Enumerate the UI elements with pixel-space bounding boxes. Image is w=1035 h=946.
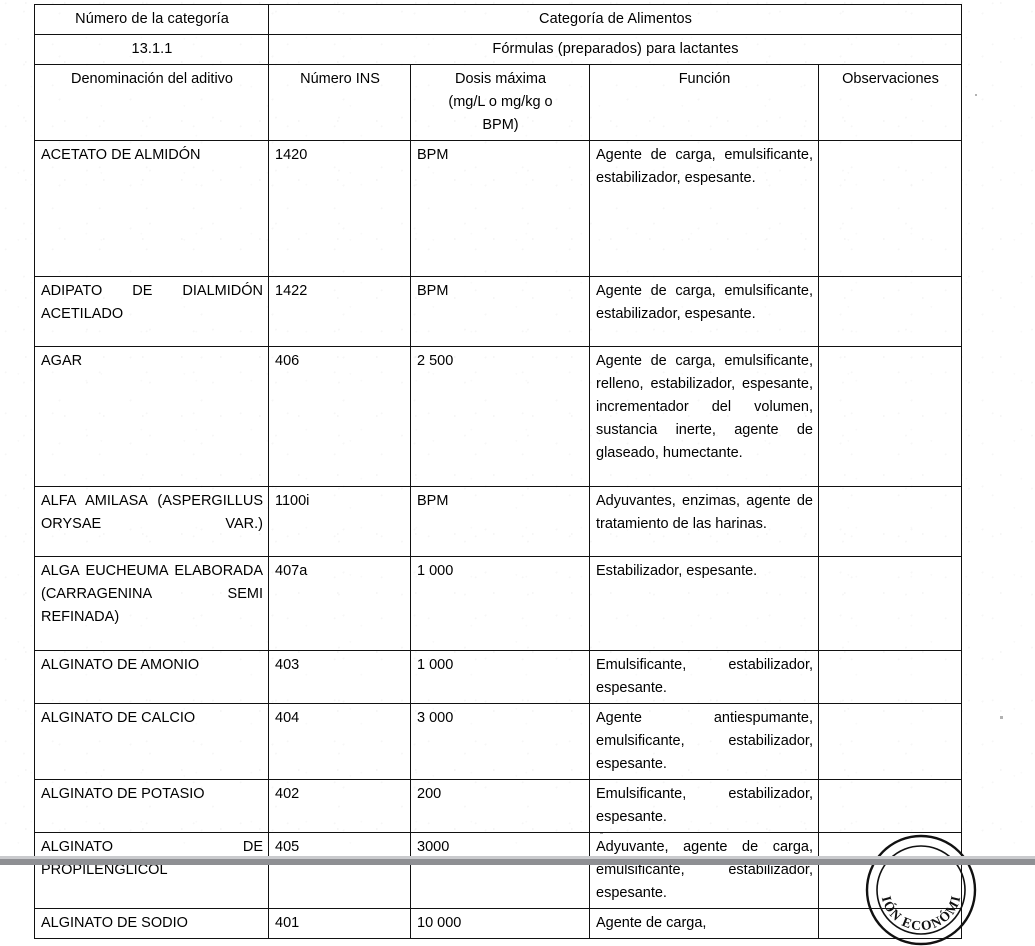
food-category-label: Categoría de Alimentos <box>268 4 962 35</box>
cell-dosis: BPM <box>410 486 590 557</box>
cell-funcion: Agente de carga, <box>589 908 819 939</box>
table-row: ALGINATO DE SODIO 401 10 000 Agente de c… <box>34 908 962 939</box>
dosis-header-line-2: (mg/L o mg/kg o <box>448 94 553 110</box>
scan-speck <box>1000 716 1003 719</box>
cell-ins: 407a <box>268 556 411 651</box>
category-number-value: 13.1.1 <box>34 34 269 65</box>
cell-observaciones <box>818 703 962 780</box>
dosis-header-line-1: Dosis máxima <box>454 71 547 87</box>
dosis-header-line-3: BPM) <box>482 117 519 133</box>
cell-funcion: Adyuvante, agente de carga, emulsificant… <box>589 832 819 909</box>
cell-denominacion: ALGA EUCHEUMA ELABORADA (CARRAGENINA SEM… <box>34 556 269 651</box>
category-number-label: Número de la categoría <box>34 4 269 35</box>
cell-observaciones <box>818 140 962 277</box>
scan-bottom-soft-edge <box>0 856 1035 859</box>
column-header-row: Denominación del aditivo Número INS Dosi… <box>34 64 962 141</box>
table-row: ALGINATO DE POTASIO 402 200 Emulsificant… <box>34 779 962 833</box>
cell-funcion: Agente de carga, emulsificante, estabili… <box>589 276 819 347</box>
cell-ins: 1100i <box>268 486 411 557</box>
cell-ins: 1422 <box>268 276 411 347</box>
cell-ins: 1420 <box>268 140 411 277</box>
cell-denominacion: ALGINATO DE SODIO <box>34 908 269 939</box>
cell-denominacion: ACETATO DE ALMIDÓN <box>34 140 269 277</box>
cell-dosis: BPM <box>410 276 590 347</box>
table-row: ALGINATO DE AMONIO 403 1 000 Emulsifican… <box>34 650 962 704</box>
table-row: ALGA EUCHEUMA ELABORADA (CARRAGENINA SEM… <box>34 556 962 651</box>
cell-observaciones <box>818 650 962 704</box>
cell-funcion: Estabilizador, espesante. <box>589 556 819 651</box>
cell-funcion: Adyuvantes, enzimas, agente de tratamien… <box>589 486 819 557</box>
cell-observaciones <box>818 779 962 833</box>
cell-funcion: Emulsificante, estabilizador, espesante. <box>589 779 819 833</box>
table-row: AGAR 406 2 500 Agente de carga, emulsifi… <box>34 346 962 487</box>
cell-ins: 402 <box>268 779 411 833</box>
scan-bottom-edge <box>0 859 1035 865</box>
cell-ins: 401 <box>268 908 411 939</box>
cell-dosis: 10 000 <box>410 908 590 939</box>
cell-dosis: 1 000 <box>410 650 590 704</box>
cell-ins: 403 <box>268 650 411 704</box>
cell-funcion: Agente de carga, emulsificante, relleno,… <box>589 346 819 487</box>
banner-row-values: 13.1.1 Fórmulas (preparados) para lactan… <box>34 34 962 65</box>
cell-denominacion: ALGINATO DE CALCIO <box>34 703 269 780</box>
cell-denominacion: ADIPATO DE DIALMIDÓN ACETILADO <box>34 276 269 347</box>
table-row: ADIPATO DE DIALMIDÓN ACETILADO 1422 BPM … <box>34 276 962 347</box>
cell-ins: 406 <box>268 346 411 487</box>
column-header-ins: Número INS <box>268 64 411 141</box>
cell-denominacion: ALGINATO DE AMONIO <box>34 650 269 704</box>
cell-ins: 405 <box>268 832 411 909</box>
cell-denominacion: ALGINATO DE POTASIO <box>34 779 269 833</box>
cell-dosis: 3 000 <box>410 703 590 780</box>
scan-speck <box>975 94 977 96</box>
additives-table: Número de la categoría Categoría de Alim… <box>34 4 962 939</box>
cell-funcion: Agente antiespumante, emulsificante, est… <box>589 703 819 780</box>
table-row: ALFA AMILASA (ASPERGILLUS ORYSAE VAR.) 1… <box>34 486 962 557</box>
food-category-value: Fórmulas (preparados) para lactantes <box>268 34 962 65</box>
cell-dosis: BPM <box>410 140 590 277</box>
cell-observaciones <box>818 346 962 487</box>
cell-observaciones <box>818 276 962 347</box>
cell-dosis: 200 <box>410 779 590 833</box>
table-row: ACETATO DE ALMIDÓN 1420 BPM Agente de ca… <box>34 140 962 277</box>
cell-observaciones <box>818 556 962 651</box>
cell-dosis: 2 500 <box>410 346 590 487</box>
cell-dosis: 1 000 <box>410 556 590 651</box>
column-header-funcion: Función <box>589 64 819 141</box>
cell-denominacion: AGAR <box>34 346 269 487</box>
table-row: ALGINATO DE PROPILENGLICOL 405 3000 Adyu… <box>34 832 962 909</box>
cell-ins: 404 <box>268 703 411 780</box>
banner-row-labels: Número de la categoría Categoría de Alim… <box>34 4 962 35</box>
cell-observaciones <box>818 908 962 939</box>
column-header-observaciones: Observaciones <box>818 64 962 141</box>
column-header-dosis: Dosis máxima (mg/L o mg/kg o BPM) <box>410 64 590 141</box>
additives-table-container: Número de la categoría Categoría de Alim… <box>34 4 962 939</box>
column-header-denominacion: Denominación del aditivo <box>34 64 269 141</box>
cell-denominacion: ALGINATO DE PROPILENGLICOL <box>34 832 269 909</box>
cell-observaciones <box>818 486 962 557</box>
table-row: ALGINATO DE CALCIO 404 3 000 Agente anti… <box>34 703 962 780</box>
cell-funcion: Agente de carga, emulsificante, estabili… <box>589 140 819 277</box>
cell-observaciones <box>818 832 962 909</box>
cell-funcion: Emulsificante, estabilizador, espesante. <box>589 650 819 704</box>
cell-dosis: 3000 <box>410 832 590 909</box>
scan-speck <box>600 832 603 834</box>
cell-denominacion: ALFA AMILASA (ASPERGILLUS ORYSAE VAR.) <box>34 486 269 557</box>
